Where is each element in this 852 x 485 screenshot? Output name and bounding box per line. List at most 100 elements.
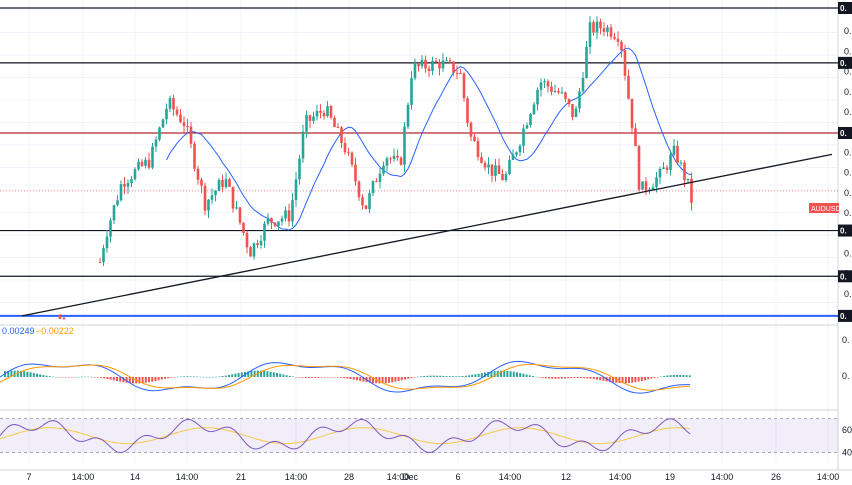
candle-body [452,61,455,73]
time-tick-label: Dec [402,472,419,482]
macd-histogram-bar [64,377,67,378]
candle-body [487,164,490,168]
rsi-line [0,418,691,454]
candle-body [438,62,441,69]
candle-body [536,89,539,105]
macd-histogram-bar [183,376,186,377]
macd-histogram-bar [202,376,205,378]
macd-histogram-bar [669,375,672,377]
candle-body [462,73,466,99]
macd-histogram-bar [39,374,42,377]
candles [58,16,693,320]
macd-histogram-bar [506,370,509,377]
level-label: 0. [840,4,847,13]
candle-body [126,182,130,187]
macd-histogram-bar [164,377,166,379]
macd-histogram-bar [292,376,294,377]
candle-body [385,158,389,166]
macd-histogram-bar [253,370,256,377]
level-label: 0. [840,129,847,138]
candle-body [62,317,66,320]
time-tick-label: 14:00 [72,472,95,482]
macd-histogram-bar [336,377,339,378]
candle-body [312,116,315,121]
macd-histogram-bar [663,375,666,377]
macd-histogram-bar [10,370,13,377]
candle-body [336,127,340,129]
macd-histogram-bar [32,373,35,377]
macd-histogram-bar [132,377,134,384]
candle-body [305,115,308,132]
macd-histogram-bar [500,370,502,377]
candle-body [347,152,350,154]
candle-body [413,63,417,79]
macd-histogram-bar [288,375,291,377]
macd-histogram-bar [285,375,288,377]
rsi-tick-label: 60 [842,425,852,435]
candle-body [277,221,280,226]
candle-body [420,59,424,67]
price-tick-label: 0. [844,6,852,16]
candle-body [112,205,116,221]
macd-histogram-bar [477,373,480,377]
candle-body [186,126,189,128]
macd-histogram-bar [314,377,317,378]
macd-histogram-bar [400,377,403,381]
macd-histogram-bar [452,376,454,377]
macd-histogram-bar [375,377,378,384]
macd-signal-value: −0.00222 [36,326,74,336]
candle-body [480,157,483,163]
candle-body [172,98,175,110]
time-tick-label: 14 [130,472,140,482]
candle-body [396,155,399,158]
candle-body [301,131,305,159]
macd-histogram-bar [676,374,678,377]
macd-histogram-bar [516,372,518,377]
macd-histogram-bar [208,376,211,378]
macd-histogram-bar [148,377,150,383]
macd-histogram-bar [445,376,448,377]
candle-body [137,161,140,170]
macd-histogram-bar [346,377,349,379]
macd-histogram-bar [487,371,490,377]
candle-body [252,243,256,257]
last-price-label: AUDUSD [811,206,841,213]
macd-histogram-bar [276,372,278,377]
macd-histogram-bar [356,377,358,381]
candle-body [147,159,151,168]
macd-histogram-bar [372,377,374,383]
time-tick-label: 14:00 [499,472,522,482]
candle-body [469,122,473,137]
last-price-badge: AUDUSD [809,203,841,213]
macd-histogram-bar [324,377,326,378]
candle-body [539,82,543,90]
macd-histogram-bar [618,377,621,384]
macd-histogram-bar [352,377,355,380]
candle-body [116,200,119,206]
macd-histogram-bar [180,376,182,378]
candle-body [511,154,515,160]
candle-body [553,90,557,92]
candle-body [368,193,371,210]
candle-body [690,178,693,203]
macd-histogram-bar [36,373,38,377]
level-label: 0. [840,227,847,236]
candle-body [501,173,504,181]
candle-body [620,41,623,51]
macd-histogram-bar [234,373,237,377]
time-tick-label: 12 [561,472,571,482]
macd-histogram-bar [522,373,525,377]
macd-histogram-bar [170,377,173,378]
candle-body [445,60,448,62]
time-tick-label: 6 [455,472,460,482]
price-tick-label: 0. [844,87,852,97]
macd-histogram-bar [109,377,112,380]
candle-body [196,168,200,180]
macd-histogram-bar [176,376,179,378]
candle-body [595,21,599,33]
price-tick-label: 0. [844,208,852,218]
macd-histogram-bar [20,370,22,377]
moving-average-line [166,47,692,231]
time-tick-label: 14:00 [609,472,632,482]
macd-value: 0.00249 [2,326,35,336]
